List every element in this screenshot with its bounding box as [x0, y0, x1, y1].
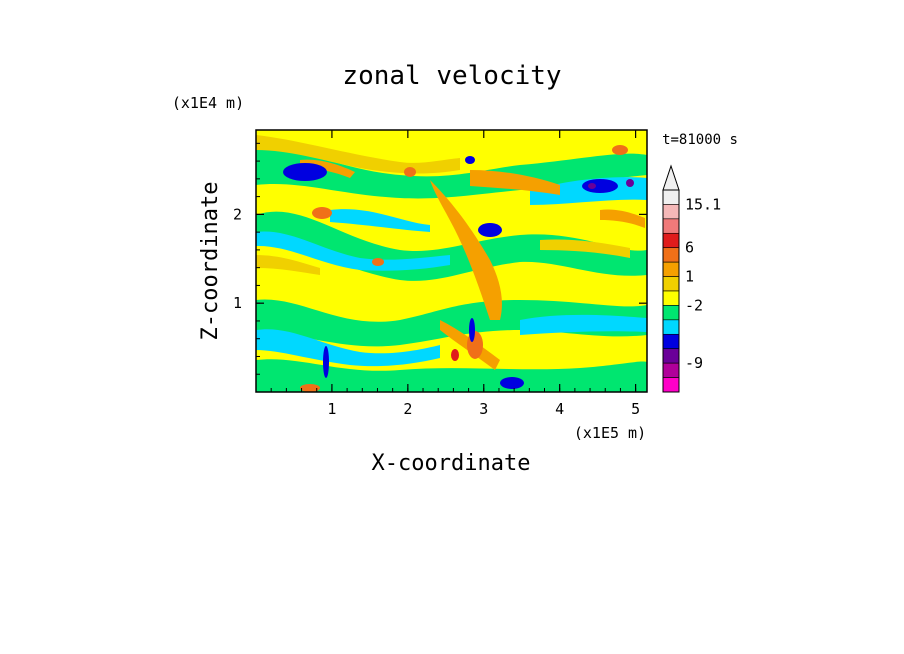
contour-region: [478, 223, 502, 237]
contour-field: [256, 130, 647, 392]
x-tick-label: 1: [327, 400, 336, 418]
contour-region: [520, 314, 647, 335]
contour-region: [451, 349, 459, 361]
contour-region: [256, 359, 647, 392]
colorbar-frame: [662, 189, 680, 393]
plot-frame: [255, 129, 648, 393]
time-label: t=81000 s: [662, 132, 738, 148]
y-axis-label: Z-coordinate: [198, 182, 223, 341]
chart-title: zonal velocity: [342, 61, 561, 91]
contour-region: [430, 180, 502, 320]
colorbar-swatch: [662, 348, 680, 364]
y-axis-ticks: 12: [233, 142, 647, 375]
x-tick-label: 4: [555, 400, 564, 418]
contour-region: [256, 135, 460, 174]
contour-region: [256, 329, 440, 367]
contour-region: [283, 163, 327, 181]
contour-region: [312, 207, 332, 219]
colorbar-swatch: [662, 276, 680, 292]
contour-region: [612, 145, 628, 155]
x-tick-label: 5: [631, 400, 640, 418]
contour-region: [323, 346, 329, 378]
contour-region: [540, 239, 630, 258]
colorbar-swatch: [662, 319, 680, 335]
colorbar: [662, 164, 680, 393]
contour-region: [300, 384, 320, 392]
colorbar-swatch: [662, 189, 680, 205]
contour-region: [372, 258, 384, 266]
colorbar-extend-arrow: [662, 164, 680, 191]
contour-region: [470, 170, 560, 195]
x-tick-label: 3: [479, 400, 488, 418]
colorbar-label: -2: [685, 296, 703, 314]
contour-region: [588, 183, 596, 189]
contour-region: [626, 179, 634, 187]
contour-region: [582, 179, 618, 193]
contour-region: [256, 299, 647, 347]
colorbar-swatch: [662, 362, 680, 378]
colorbar-swatch: [662, 290, 680, 306]
colorbar-swatch: [662, 247, 680, 263]
contour-region: [256, 255, 320, 275]
x-axis-label: X-coordinate: [372, 451, 531, 476]
colorbar-label: 6: [685, 239, 694, 257]
contour-region: [256, 231, 450, 271]
y-tick-label: 1: [233, 294, 242, 312]
colorbar-swatch: [662, 232, 680, 249]
colorbar-swatch: [662, 204, 680, 220]
x-tick-label: 2: [403, 400, 412, 418]
colorbar-swatch: [662, 305, 680, 321]
x-scale-label: (x1E5 m): [574, 424, 646, 442]
colorbar-swatch: [662, 377, 680, 393]
contour-region: [500, 377, 524, 389]
y-scale-label: (x1E4 m): [172, 94, 244, 112]
contour-region: [465, 156, 475, 164]
contour-region: [600, 209, 645, 228]
colorbar-swatch: [662, 261, 680, 277]
colorbar-label: -9: [685, 354, 703, 372]
colorbar-swatch: [662, 333, 680, 350]
colorbar-labels: 15.1 6 1 -2 -9: [685, 195, 721, 372]
y-tick-label: 2: [233, 205, 242, 223]
colorbar-swatch: [662, 218, 680, 234]
contour-region: [330, 209, 430, 232]
colorbar-label: 1: [685, 268, 694, 286]
contour-region: [404, 167, 416, 177]
colorbar-label: 15.1: [685, 195, 721, 213]
x-axis-ticks: 1 2 3 4 5: [270, 130, 640, 418]
contour-region: [469, 318, 475, 342]
